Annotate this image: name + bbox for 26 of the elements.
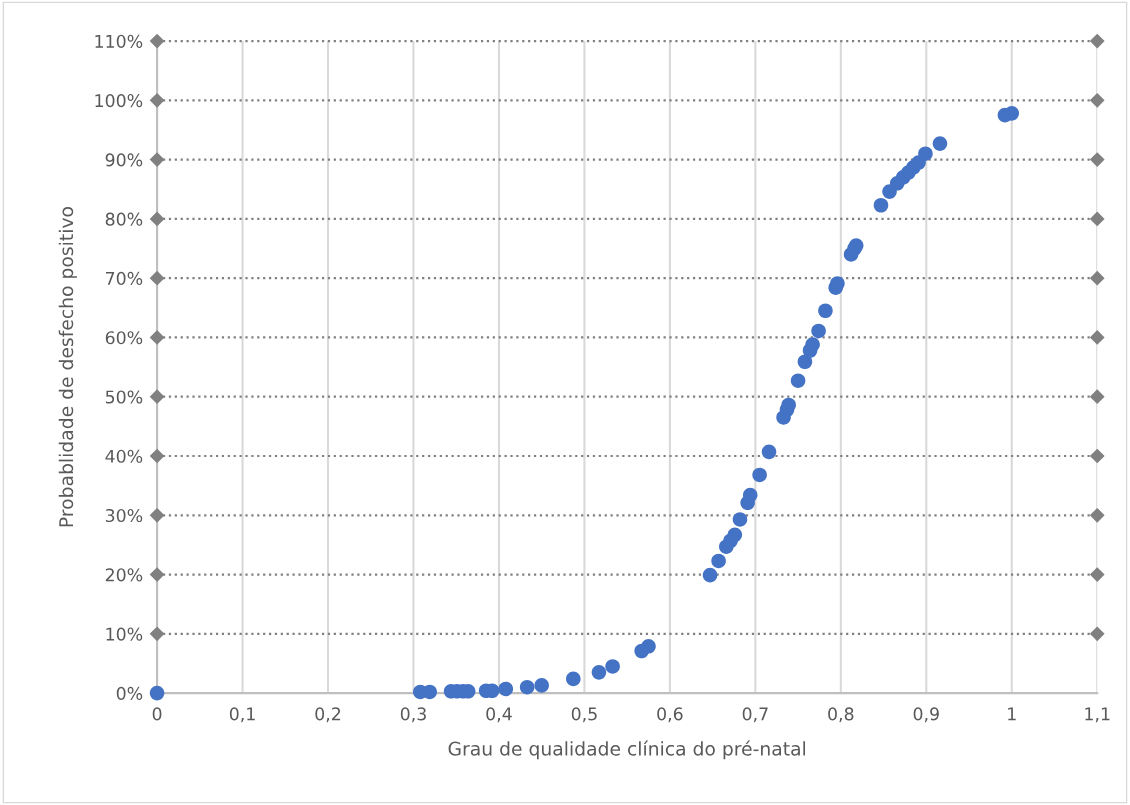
x-tick-label: 1,1: [1085, 707, 1110, 723]
x-tick-label: 0,1: [229, 707, 255, 723]
x-tick-label: 0,2: [315, 707, 341, 723]
x-tick-label: 0,9: [913, 707, 939, 723]
x-axis-title: Grau de qualidade clínica do pré-natal: [448, 740, 806, 760]
x-tick-label: 0: [152, 707, 162, 721]
y-tick-label: 110%: [95, 34, 143, 48]
y-tick-label: 70%: [106, 271, 143, 286]
y-tick-label: 90%: [105, 153, 143, 167]
y-tick-label: 100%: [95, 94, 143, 108]
y-axis-title: Probablidade de desfecho positivo: [58, 207, 77, 527]
x-tick-label: 0,7: [742, 707, 768, 723]
x-tick-label: 1: [1008, 707, 1016, 721]
y-tick-label: 0%: [116, 686, 143, 700]
y-tick-label: 60%: [105, 331, 143, 345]
x-tick-label: 0,4: [486, 707, 512, 723]
y-tick-label: 50%: [105, 390, 143, 404]
y-tick-label: 80%: [105, 212, 143, 226]
y-tick-label: 30%: [105, 508, 143, 523]
x-tick-label: 0,5: [571, 707, 597, 723]
y-tick-label: 10%: [106, 627, 143, 641]
x-tick-label: 0,8: [828, 707, 854, 723]
y-tick-label: 20%: [105, 568, 143, 582]
y-tick-label: 40%: [105, 449, 143, 463]
x-tick-label: 0,3: [400, 707, 426, 723]
x-tick-label: 0,6: [657, 707, 683, 723]
